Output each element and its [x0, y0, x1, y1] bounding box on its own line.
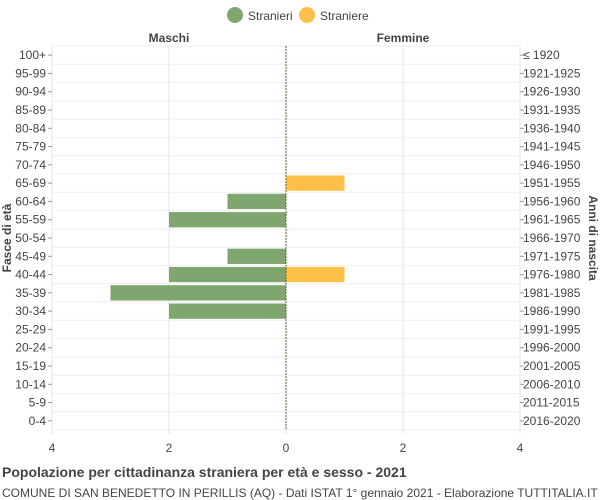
- birth-year-label: 1956-1960: [523, 194, 581, 208]
- male-bar: [227, 248, 286, 264]
- birth-year-label: 1971-1975: [523, 249, 581, 263]
- age-group-label: 40-44: [15, 268, 46, 282]
- age-group-label: 60-64: [15, 194, 46, 208]
- age-group-label: 80-84: [15, 121, 46, 135]
- age-group-label: 75-79: [15, 140, 46, 154]
- x-tick-label: 4: [517, 441, 524, 455]
- birth-year-label: 1931-1935: [523, 103, 581, 117]
- age-group-label: 20-24: [15, 341, 46, 355]
- birth-year-label: 2011-2015: [523, 396, 580, 410]
- x-tick-label: 2: [166, 441, 173, 455]
- birth-year-label: 2001-2005: [523, 359, 581, 373]
- birth-year-label: 1946-1950: [523, 158, 581, 172]
- male-bar: [169, 303, 286, 319]
- legend-item-straniere-swatch: [299, 7, 315, 23]
- age-group-label: 85-89: [15, 103, 46, 117]
- age-group-label: 35-39: [15, 286, 46, 300]
- females-header: Femmine: [377, 31, 430, 45]
- y-axis-title-right: Anni di nascita: [586, 195, 600, 281]
- birth-year-label: 1976-1980: [523, 268, 581, 282]
- age-group-label: 50-54: [15, 231, 46, 245]
- age-group-label: 30-34: [15, 304, 46, 318]
- birth-year-label: 1966-1970: [523, 231, 581, 245]
- birth-year-label: 2006-2010: [523, 377, 581, 391]
- age-group-label: 70-74: [15, 158, 46, 172]
- birth-year-label: 1941-1945: [523, 140, 581, 154]
- birth-year-label: 1996-2000: [523, 341, 581, 355]
- age-group-label: 55-59: [15, 213, 46, 227]
- birth-year-label: 1981-1985: [523, 286, 581, 300]
- pyramid-chart: 4 2 0 2 4 100+ ≤ 1920 95-99 1921-1925 90-94 1926-1…: [0, 7, 600, 455]
- age-group-label: 0-4: [29, 414, 47, 428]
- birth-year-label: 1986-1990: [523, 304, 581, 318]
- birth-year-label: 1921-1925: [523, 66, 581, 80]
- male-bar: [110, 285, 286, 301]
- chart-subtitle: COMUNE DI SAN BENEDETTO IN PERILLIS (AQ)…: [2, 486, 598, 500]
- chart-title: Popolazione per cittadinanza straniera p…: [2, 464, 407, 480]
- male-bar: [227, 193, 286, 210]
- birth-year-label: 1961-1965: [523, 213, 581, 227]
- age-group-label: 15-19: [15, 359, 46, 373]
- legend-item-straniere-label: Straniere: [320, 9, 369, 23]
- male-bar: [169, 266, 286, 283]
- birth-year-label: ≤ 1920: [523, 48, 560, 62]
- birth-year-label: 1936-1940: [523, 121, 581, 135]
- birth-year-label: 1951-1955: [523, 176, 581, 190]
- age-group-label: 5-9: [29, 396, 47, 410]
- birth-year-label: 1926-1930: [523, 85, 581, 99]
- age-group-label: 90-94: [15, 85, 46, 99]
- birth-year-label: 2016-2020: [523, 414, 581, 428]
- birth-year-label: 1991-1995: [523, 322, 581, 336]
- legend-item-stranieri-label: Stranieri: [248, 9, 293, 23]
- female-bar: [286, 266, 345, 283]
- age-group-label: 100+: [19, 48, 46, 62]
- age-group-label: 25-29: [15, 322, 46, 336]
- age-group-label: 95-99: [15, 66, 46, 80]
- x-tick-label: 0: [283, 441, 290, 455]
- female-bar: [286, 175, 345, 191]
- male-bar: [169, 212, 286, 228]
- age-group-label: 45-49: [15, 249, 46, 263]
- age-group-label: 10-14: [15, 377, 46, 391]
- x-tick-label: 2: [400, 441, 407, 455]
- age-group-label: 65-69: [15, 176, 46, 190]
- males-header: Maschi: [149, 31, 190, 45]
- legend-item-stranieri-swatch: [227, 7, 243, 23]
- y-axis-title-left: Fasce di età: [0, 203, 14, 272]
- x-tick-label: 4: [49, 441, 56, 455]
